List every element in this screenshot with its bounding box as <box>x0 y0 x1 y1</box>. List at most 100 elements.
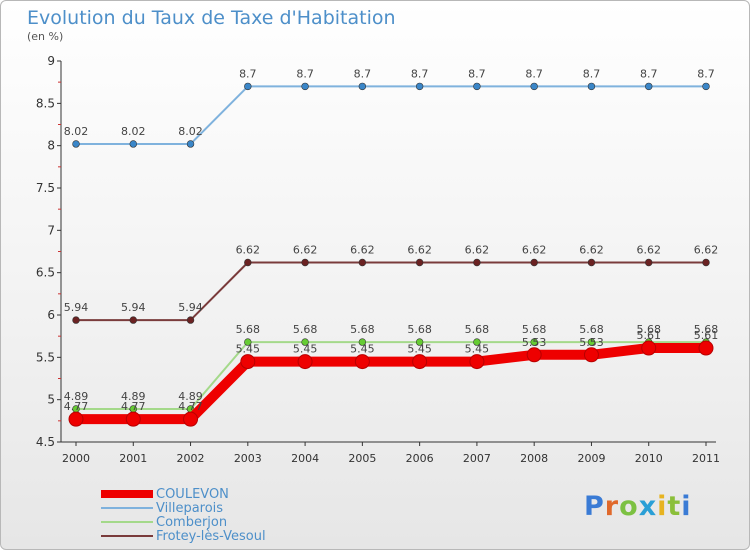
data-label: 5.53 <box>522 336 547 349</box>
chart-unit: (en %) <box>27 30 64 43</box>
data-point <box>72 140 80 148</box>
data-label: 5.68 <box>522 323 547 336</box>
data-point <box>415 338 424 346</box>
x-tick-label: 2008 <box>520 452 548 465</box>
data-point <box>412 354 428 370</box>
data-label: 6.62 <box>694 244 719 257</box>
data-label: 8.02 <box>178 125 203 138</box>
data-point <box>68 411 84 427</box>
legend-item: COULEVON <box>101 486 266 502</box>
series-line <box>76 343 706 425</box>
data-point <box>186 316 195 324</box>
data-label: 8.7 <box>411 67 429 80</box>
data-label: 4.77 <box>64 400 89 413</box>
legend-label: Frotey-lès-Vesoul <box>156 528 266 544</box>
data-point <box>473 82 481 91</box>
data-point <box>473 338 481 346</box>
data-label: 8.7 <box>697 67 715 80</box>
data-point <box>469 354 485 370</box>
x-tick-label: 2011 <box>692 452 720 465</box>
data-label: 8.7 <box>525 67 543 80</box>
data-point <box>244 258 252 267</box>
y-tick-label: 9 <box>47 54 55 68</box>
data-point <box>240 354 256 370</box>
data-point <box>354 354 370 370</box>
data-point <box>530 338 538 346</box>
data-point <box>473 258 481 267</box>
y-tick-label: 5.5 <box>36 350 55 364</box>
data-label: 6.62 <box>636 244 661 257</box>
data-label: 5.45 <box>350 343 375 356</box>
logo-letter: P <box>584 491 605 522</box>
series-line <box>76 85 706 145</box>
data-point <box>587 338 596 346</box>
data-point <box>645 258 653 267</box>
series-line <box>76 341 706 410</box>
data-label: 5.61 <box>694 329 719 342</box>
data-point <box>587 82 596 91</box>
data-label: 4.77 <box>178 400 203 413</box>
data-point <box>698 340 714 356</box>
x-tick-label: 2002 <box>177 452 205 465</box>
y-tick-label: 8.5 <box>36 96 55 110</box>
legend-swatch <box>101 521 153 523</box>
y-tick-label: 5 <box>47 393 55 407</box>
data-label: 6.62 <box>236 244 261 257</box>
logo-letter: o <box>619 491 639 522</box>
x-tick-label: 2009 <box>577 452 605 465</box>
data-point <box>129 316 137 324</box>
data-point <box>301 258 309 267</box>
x-tick-label: 2001 <box>119 452 147 465</box>
x-tick-label: 2007 <box>463 452 491 465</box>
logo-letter: i <box>681 491 692 522</box>
legend-label: Comberjon <box>156 514 228 530</box>
chart-legend: COULEVON Villeparois Comberjon Frotey-lès-V… <box>101 486 266 544</box>
data-label: 4.77 <box>121 400 146 413</box>
data-label: 5.45 <box>293 343 318 356</box>
y-tick-label: 6 <box>47 308 55 322</box>
legend-item: Villeparois <box>101 501 266 516</box>
data-label: 8.02 <box>121 125 146 138</box>
data-label: 5.61 <box>636 329 661 342</box>
data-label: 4.89 <box>178 390 203 403</box>
data-label: 5.45 <box>465 343 490 356</box>
legend-label: COULEVON <box>156 486 229 502</box>
data-label: 8.7 <box>296 67 314 80</box>
data-label: 4.89 <box>121 390 146 403</box>
legend-swatch <box>101 535 153 537</box>
data-label: 6.62 <box>293 244 318 257</box>
data-label: 8.7 <box>239 67 257 80</box>
data-label: 8.7 <box>354 67 372 80</box>
data-point <box>244 338 252 346</box>
data-label: 8.7 <box>468 67 486 80</box>
y-tick-label: 6.5 <box>36 266 55 280</box>
data-point <box>72 316 80 324</box>
logo-letter: r <box>604 491 620 522</box>
legend-swatch <box>101 507 153 509</box>
series-coulevon: 4.77 4.77 4.77 5.45 5.45 5.45 5.45 5.45 5.53 5.53… <box>64 329 719 427</box>
data-label: 6.62 <box>465 244 490 257</box>
x-tick-label: 2006 <box>406 452 434 465</box>
chart-title: Evolution du Taux de Taxe d'Habitation <box>27 7 396 29</box>
y-tick-label: 4.5 <box>36 435 55 449</box>
data-label: 5.68 <box>407 323 432 336</box>
logo-letter: i <box>657 491 668 522</box>
data-point <box>587 258 596 267</box>
y-tick-label: 7.5 <box>36 181 55 195</box>
x-tick-label: 2004 <box>291 452 319 465</box>
data-point <box>301 82 309 91</box>
data-label: 4.89 <box>64 390 89 403</box>
legend-item: Frotey-lès-Vesoul <box>101 528 266 544</box>
data-point <box>415 82 424 91</box>
data-point <box>183 411 199 427</box>
data-label: 5.68 <box>579 323 604 336</box>
data-label: 5.68 <box>236 323 261 336</box>
data-label: 5.45 <box>236 343 261 356</box>
data-point <box>301 338 309 346</box>
data-point <box>702 82 710 91</box>
data-point <box>244 82 252 91</box>
x-tick-label: 2005 <box>348 452 376 465</box>
data-point <box>297 354 313 370</box>
data-point <box>358 338 367 346</box>
